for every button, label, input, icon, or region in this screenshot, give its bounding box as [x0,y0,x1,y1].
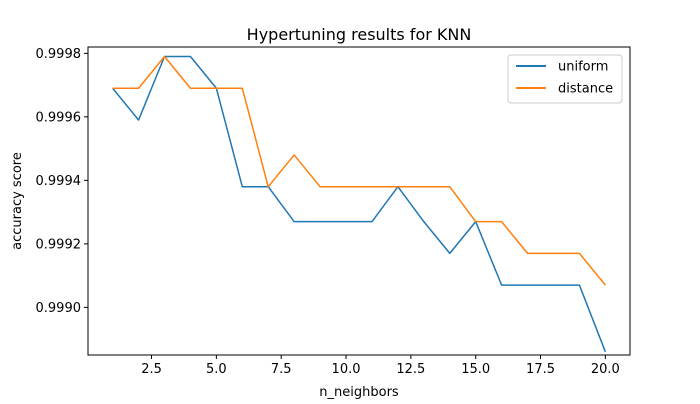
data-point-distance [267,186,269,188]
legend-label-distance: distance [558,82,613,97]
legend-item-uniform: uniform [516,60,608,75]
data-point-distance [163,55,165,57]
data-point-uniform [552,284,554,286]
data-point-uniform [189,55,191,57]
x-tick-label: 20.0 [591,362,620,377]
data-point-uniform [526,284,528,286]
x-tick-label: 5.0 [206,362,227,377]
data-point-uniform [449,252,451,254]
x-axis-ticks: 2.5 5.0 7.5 10.0 12.5 15.0 17.5 20.0 [141,355,620,377]
data-point-uniform [241,186,243,188]
data-point-distance [397,186,399,188]
data-point-distance [500,220,502,222]
data-point-distance [137,87,139,89]
x-tick-label: 7.5 [271,362,292,377]
data-point-uniform [345,220,347,222]
data-point-uniform [423,220,425,222]
series-layer [111,55,607,353]
data-point-uniform [137,119,139,121]
data-point-distance [604,284,606,286]
data-point-distance [578,252,580,254]
x-tick-label: 2.5 [141,362,162,377]
plot-area-frame [87,46,631,356]
data-point-uniform [319,220,321,222]
y-tick-label: 0.9998 [36,47,82,62]
data-point-distance [449,186,451,188]
data-point-distance [526,252,528,254]
legend: uniform distance [507,54,623,104]
x-tick-label: 17.5 [526,362,555,377]
data-point-distance [189,87,191,89]
x-tick-label: 10.0 [332,362,361,377]
data-point-distance [293,154,295,156]
data-point-distance [241,87,243,89]
legend-label-uniform: uniform [558,60,608,75]
series-line-uniform [112,55,607,353]
x-axis-label: n_neighbors [319,385,399,400]
y-tick-label: 0.9996 [36,110,82,125]
y-tick-label: 0.9990 [36,301,82,316]
y-tick-label: 0.9994 [36,174,82,189]
y-axis-ticks: 0.9990 0.9992 0.9994 0.9996 0.9998 [36,47,88,316]
y-axis-label: accuracy score [10,152,25,250]
data-point-distance [552,252,554,254]
x-tick-label: 15.0 [461,362,490,377]
legend-item-distance: distance [516,82,613,97]
y-tick-label: 0.9992 [36,237,82,252]
data-point-uniform [371,220,373,222]
data-point-distance [474,220,476,222]
data-point-distance [111,87,113,89]
data-point-distance [371,186,373,188]
series-line-distance [112,55,606,286]
chart-title: Hypertuning results for KNN [247,25,472,44]
x-tick-label: 12.5 [396,362,425,377]
data-point-distance [319,186,321,188]
data-point-distance [215,87,217,89]
data-point-distance [423,186,425,188]
data-point-uniform [578,284,580,286]
data-point-uniform [293,220,295,222]
data-point-uniform [604,351,606,353]
data-point-uniform [500,284,502,286]
data-point-distance [345,186,347,188]
